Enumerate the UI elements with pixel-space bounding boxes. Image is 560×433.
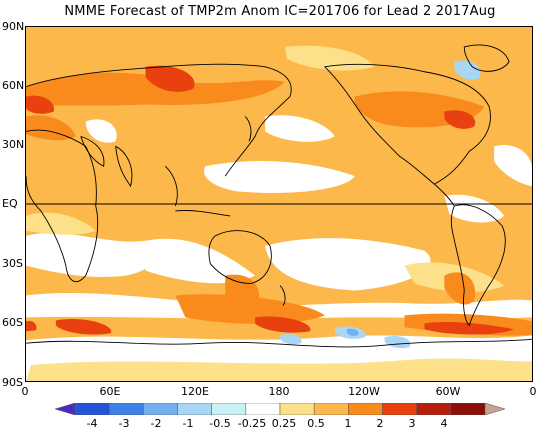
colorbar-label: -2 bbox=[150, 417, 162, 430]
colorbar-swatch bbox=[108, 403, 144, 415]
colorbar-swatch bbox=[177, 403, 212, 415]
color-scale-bar bbox=[55, 403, 505, 415]
lon-label-0: 0 bbox=[21, 385, 29, 398]
lon-label-120e: 120E bbox=[181, 385, 209, 398]
colorbar-swatch bbox=[348, 403, 383, 415]
colorbar-swatch bbox=[382, 403, 417, 415]
coastlines bbox=[26, 44, 532, 348]
colorbar-swatch bbox=[416, 403, 452, 415]
colorbar-label: -0.5 bbox=[209, 417, 231, 430]
hot-regions bbox=[26, 65, 515, 335]
lat-label-eq: EQ bbox=[2, 197, 18, 210]
colorbar-label: -0.25 bbox=[237, 417, 267, 430]
temperature-anomaly-map bbox=[25, 26, 533, 382]
lat-label-60n: 60N bbox=[2, 79, 25, 92]
lon-label-60w: 60W bbox=[435, 385, 461, 398]
colorbar-swatch bbox=[74, 403, 110, 415]
colorbar-label: 2 bbox=[376, 417, 384, 430]
lat-label-90s: 90S bbox=[2, 376, 23, 389]
colorbar-high-arrow bbox=[484, 403, 505, 415]
colorbar-swatch bbox=[313, 403, 349, 415]
colorbar-swatch bbox=[450, 403, 486, 415]
lat-label-90n: 90N bbox=[2, 20, 25, 33]
colorbar-label: 0.25 bbox=[271, 417, 297, 430]
lat-label-30s: 30S bbox=[2, 257, 23, 270]
colorbar-label: 1 bbox=[344, 417, 352, 430]
lon-label-360: 0 bbox=[529, 385, 537, 398]
colorbar-swatch bbox=[279, 403, 315, 415]
colorbar-swatch bbox=[143, 403, 178, 415]
colorbar-label: -3 bbox=[118, 417, 130, 430]
colorbar-label: 4 bbox=[440, 417, 448, 430]
light-warm-regions bbox=[26, 45, 532, 381]
map-title: NMME Forecast of TMP2m Anom IC=201706 fo… bbox=[64, 4, 496, 19]
colorbar-swatch bbox=[211, 403, 247, 415]
strong-warm-regions bbox=[26, 72, 532, 336]
lat-label-60s: 60S bbox=[2, 316, 23, 329]
colorbar-label: -4 bbox=[86, 417, 98, 430]
colorbar-label: 0.5 bbox=[307, 417, 325, 430]
lat-label-30n: 30N bbox=[2, 138, 25, 151]
cold-regions bbox=[346, 328, 359, 336]
lon-label-120w: 120W bbox=[348, 385, 380, 398]
lon-label-180: 180 bbox=[268, 385, 290, 398]
colorbar-low-arrow bbox=[55, 403, 76, 415]
colorbar-swatch bbox=[245, 403, 281, 415]
lon-label-60e: 60E bbox=[99, 385, 121, 398]
colorbar-label: -1 bbox=[182, 417, 194, 430]
colorbar-label: 3 bbox=[408, 417, 416, 430]
